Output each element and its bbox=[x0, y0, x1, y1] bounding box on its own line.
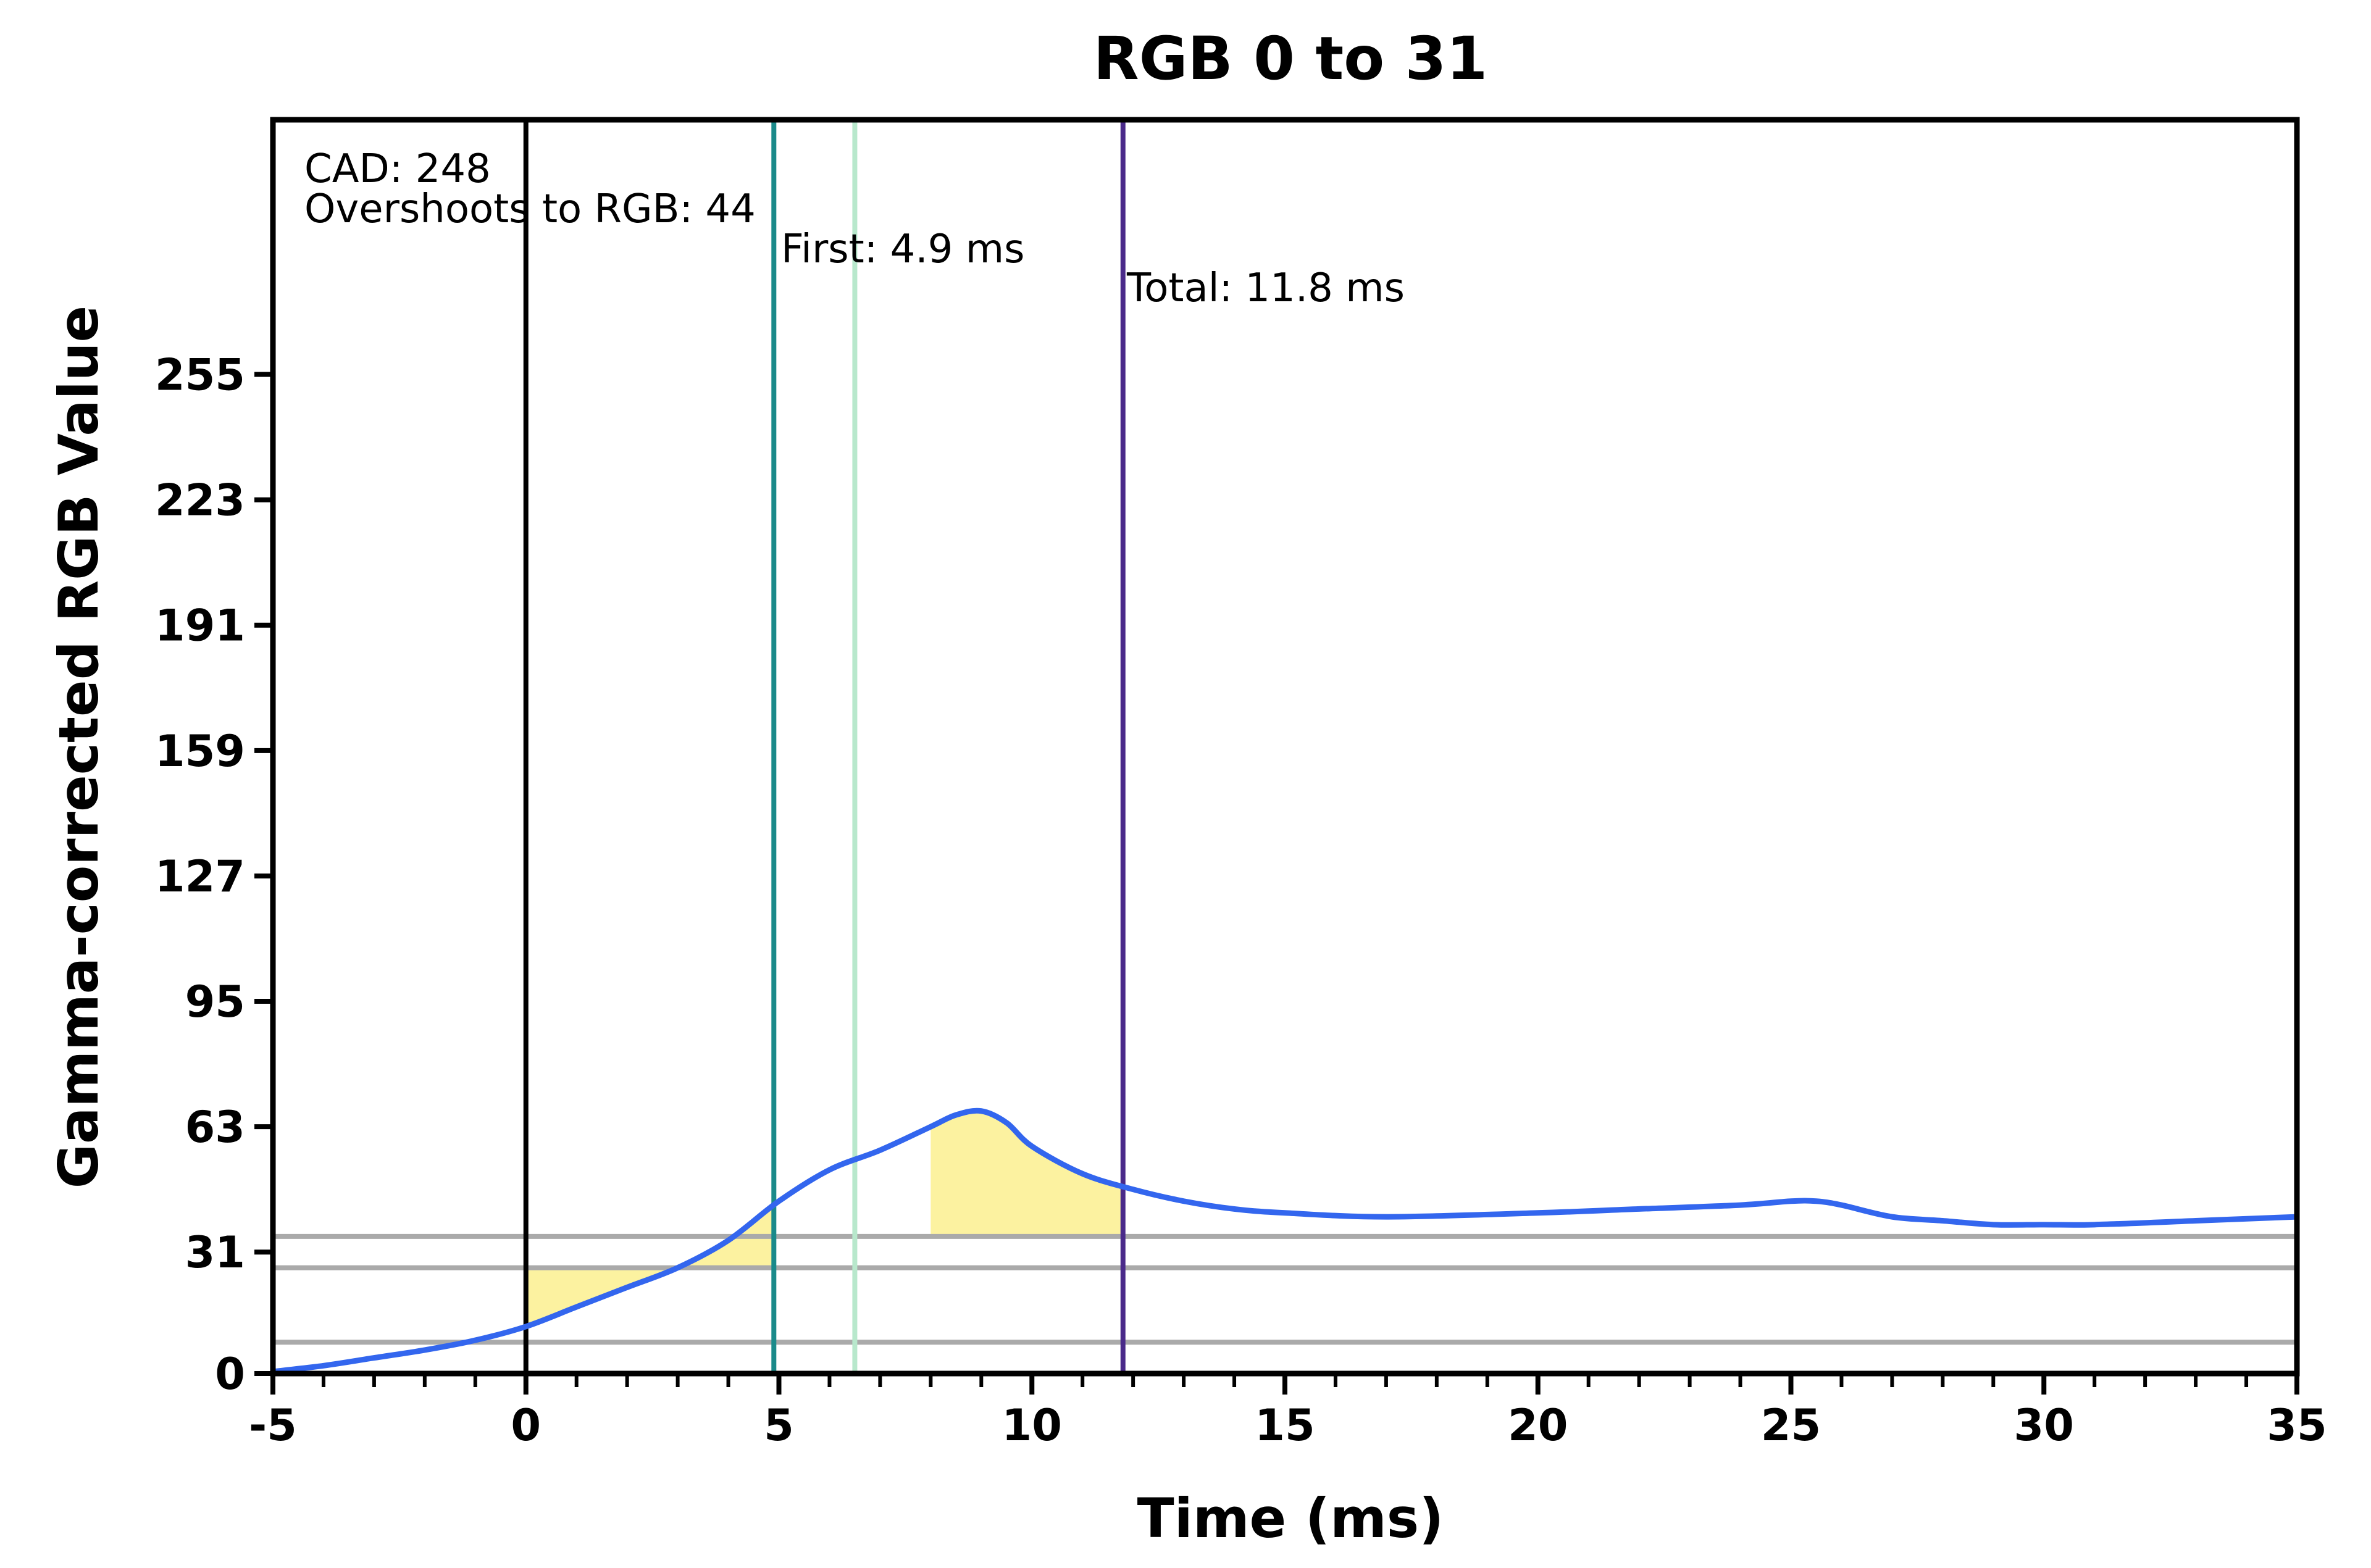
y-tick-label: 223 bbox=[155, 475, 245, 526]
annotation-first: First: 4.9 ms bbox=[781, 227, 1024, 272]
x-tick-label: 30 bbox=[2014, 1400, 2074, 1451]
plot-area bbox=[270, 120, 2300, 1375]
x-tick-label: 10 bbox=[1002, 1400, 1062, 1451]
annotation-total: Total: 11.8 ms bbox=[1126, 265, 1405, 311]
y-tick-label: 255 bbox=[155, 350, 245, 401]
chart-title: RGB 0 to 31 bbox=[1094, 24, 1487, 93]
x-tick-label: 5 bbox=[764, 1400, 794, 1451]
x-tick-label: 15 bbox=[1255, 1400, 1315, 1451]
y-tick-label: 159 bbox=[155, 726, 245, 777]
x-tick-label: 25 bbox=[1761, 1400, 1821, 1451]
annotation-cad: CAD: 248 bbox=[304, 146, 491, 192]
x-tick-label: 0 bbox=[511, 1400, 541, 1451]
x-axis-title: Time (ms) bbox=[1137, 1487, 1444, 1550]
y-tick-label: 191 bbox=[155, 601, 245, 651]
x-tick-label: 35 bbox=[2267, 1400, 2327, 1451]
x-tick-label: 20 bbox=[1508, 1400, 1568, 1451]
x-tick-label: -5 bbox=[249, 1400, 297, 1451]
y-tick-label: 95 bbox=[185, 977, 245, 1027]
y-tick-label: 127 bbox=[155, 851, 245, 902]
y-tick-label: 63 bbox=[185, 1102, 245, 1153]
y-tick-label: 31 bbox=[185, 1227, 245, 1278]
annotation-overshoot: Overshoots to RGB: 44 bbox=[304, 186, 756, 232]
y-axis-title: Gamma-corrected RGB Value bbox=[47, 306, 111, 1188]
shaded-region-1 bbox=[930, 1111, 1123, 1236]
y-tick-label: 0 bbox=[215, 1349, 245, 1399]
shaded-region-0 bbox=[525, 1205, 774, 1327]
plot-background bbox=[273, 120, 2297, 1374]
